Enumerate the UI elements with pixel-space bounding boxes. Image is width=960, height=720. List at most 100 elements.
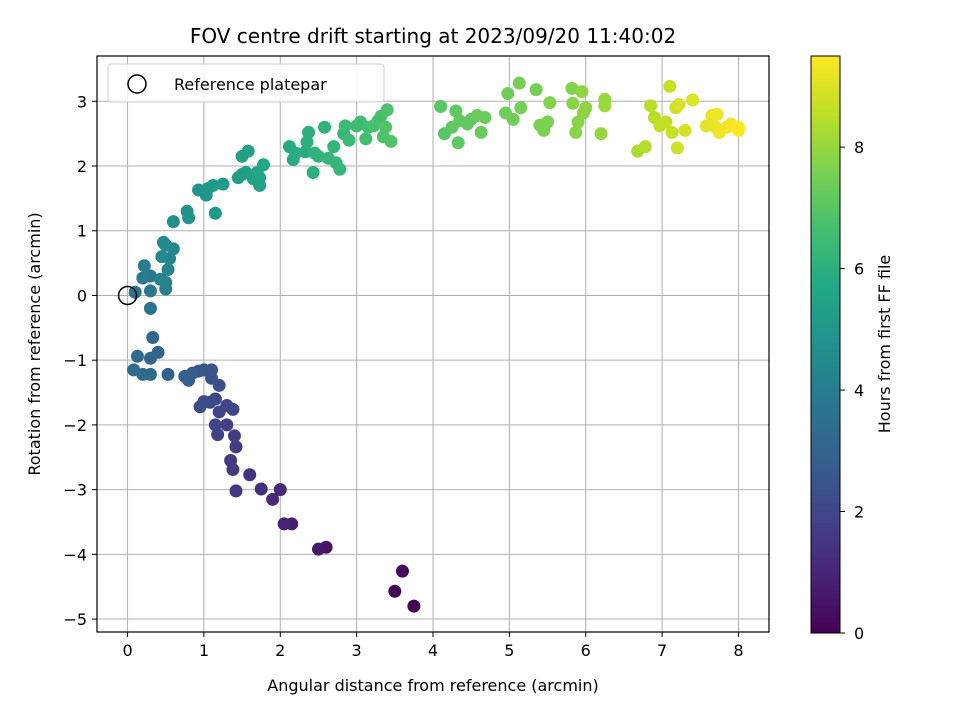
x-tick-label: 7 — [657, 641, 667, 660]
data-point — [543, 96, 557, 110]
data-point — [501, 87, 515, 101]
colorbar-tick-label: 4 — [854, 381, 864, 400]
data-point — [569, 125, 583, 139]
data-point — [273, 483, 287, 497]
data-point — [289, 146, 303, 160]
colorbar-tick-label: 0 — [854, 624, 864, 643]
colorbar-tick-label: 6 — [854, 260, 864, 279]
y-tick-label: 3 — [77, 92, 87, 111]
data-point — [156, 235, 170, 249]
data-point — [594, 127, 608, 141]
legend: Reference platepar — [107, 63, 385, 103]
data-point — [302, 125, 316, 139]
data-point — [143, 284, 157, 298]
data-point — [670, 141, 684, 155]
data-point — [395, 564, 409, 578]
data-point — [182, 211, 196, 225]
legend-label-reference: Reference platepar — [174, 75, 327, 94]
data-point — [474, 125, 488, 139]
x-axis-ticks: 0 1 2 3 4 5 6 7 8 — [122, 632, 744, 660]
y-axis-ticks: −5 −4 −3 −2 −1 0 1 2 3 — [63, 92, 97, 629]
data-point — [665, 125, 679, 139]
data-point — [193, 400, 207, 414]
x-tick-label: 2 — [275, 641, 285, 660]
y-axis-label: Rotation from reference (arcmin) — [25, 212, 44, 475]
data-point — [659, 115, 673, 129]
data-point — [161, 367, 175, 381]
data-point — [327, 140, 341, 154]
data-point — [311, 149, 325, 163]
data-point — [407, 599, 421, 613]
data-point — [277, 517, 291, 531]
colorbar-gradient — [810, 55, 841, 634]
data-point — [224, 453, 238, 467]
y-tick-label: −3 — [63, 481, 87, 500]
data-point — [227, 429, 241, 443]
data-point — [434, 99, 448, 113]
data-point — [155, 250, 169, 264]
data-point — [208, 206, 222, 220]
data-point — [250, 165, 264, 179]
x-tick-label: 0 — [122, 641, 132, 660]
y-tick-label: −1 — [63, 351, 87, 370]
grid-lines — [97, 56, 769, 632]
legend-marker-reference — [127, 74, 147, 94]
chart-title: FOV centre drift starting at 2023/09/20 … — [190, 24, 676, 48]
colorbar-tick-label: 8 — [854, 138, 864, 157]
x-tick-label: 1 — [199, 641, 209, 660]
data-point — [731, 120, 745, 134]
data-point — [506, 112, 520, 126]
data-point — [136, 271, 150, 285]
data-points — [127, 76, 745, 613]
data-point — [342, 133, 356, 147]
data-point — [318, 120, 332, 134]
data-point — [166, 215, 180, 229]
data-point — [333, 162, 347, 176]
data-point — [216, 177, 230, 191]
y-tick-label: 2 — [77, 157, 87, 176]
data-point — [211, 428, 225, 442]
x-tick-label: 3 — [352, 641, 362, 660]
data-point — [241, 144, 255, 158]
data-point — [146, 331, 160, 345]
data-point — [300, 135, 314, 149]
data-point — [306, 165, 320, 179]
data-point — [575, 85, 589, 99]
data-point — [638, 140, 652, 154]
colorbar: 0 2 4 6 8 Hours from first FF file — [810, 55, 894, 643]
data-point — [311, 542, 325, 556]
data-point — [220, 418, 234, 432]
y-tick-label: 0 — [77, 286, 87, 305]
data-point — [663, 79, 677, 93]
data-point — [529, 83, 543, 97]
data-point — [359, 132, 373, 146]
data-point — [130, 349, 144, 363]
data-point — [478, 110, 492, 124]
data-point — [143, 351, 157, 365]
colorbar-ticks: 0 2 4 6 8 — [840, 138, 864, 643]
reference-point — [117, 285, 138, 306]
data-point — [514, 101, 528, 115]
data-point — [127, 363, 141, 377]
data-point — [206, 178, 220, 192]
data-point — [644, 99, 658, 113]
data-point — [379, 120, 393, 134]
data-point — [229, 440, 243, 454]
data-point — [153, 272, 167, 286]
data-point — [598, 99, 612, 113]
data-point — [672, 98, 686, 112]
data-point — [678, 123, 692, 137]
y-tick-label: −4 — [63, 545, 87, 564]
x-tick-label: 8 — [733, 641, 743, 660]
data-point — [384, 134, 398, 148]
data-point — [710, 107, 724, 121]
data-point — [266, 492, 280, 506]
data-point — [512, 76, 526, 90]
data-point — [566, 96, 580, 110]
data-point — [254, 482, 268, 496]
data-point — [208, 418, 222, 432]
x-tick-label: 4 — [428, 641, 438, 660]
data-point — [143, 301, 157, 315]
data-point — [388, 584, 402, 598]
